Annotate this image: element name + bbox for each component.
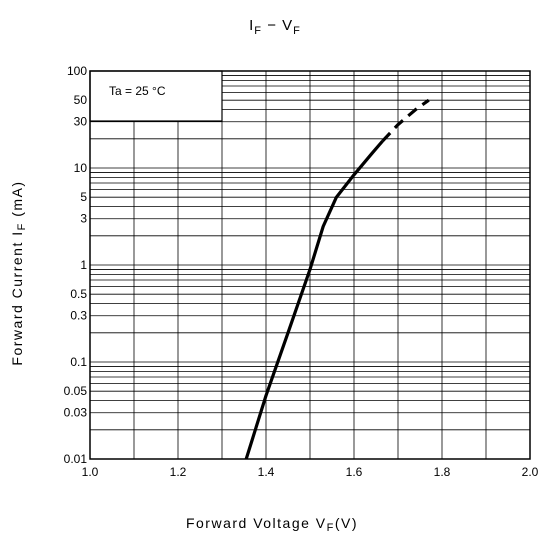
series-line-solid <box>244 139 384 460</box>
grid-lines <box>90 71 530 459</box>
y-axis-label: Forward Current IF (mA) <box>9 180 28 365</box>
x-axis-label: Forward Voltage VF(V) <box>186 515 358 534</box>
annotation-text: Ta = 25 °C <box>109 84 166 98</box>
y-tick-label: 10 <box>74 161 88 175</box>
data-series <box>244 98 430 460</box>
y-tick-label: 50 <box>74 93 88 107</box>
y-tick-label: 0.1 <box>70 355 87 369</box>
y-tick-label: 0.03 <box>64 406 88 420</box>
y-tick-label: 5 <box>80 190 87 204</box>
y-tick-label: 30 <box>74 115 88 129</box>
y-tick-label: 0.3 <box>70 309 87 323</box>
y-tick-label: 0.01 <box>64 452 88 466</box>
chart-title: IF − VF <box>249 17 301 37</box>
y-tick-label: 100 <box>67 64 87 78</box>
x-tick-label: 1.8 <box>434 465 451 479</box>
x-tick-label: 2.0 <box>522 465 539 479</box>
plot-frame <box>89 70 531 460</box>
x-tick-label: 1.0 <box>82 465 99 479</box>
x-tick-label: 1.6 <box>346 465 363 479</box>
x-tick-labels: 1.0 1.2 1.4 1.6 1.8 2.0 <box>82 465 539 479</box>
y-tick-label: 1 <box>80 258 87 272</box>
y-tick-label: 3 <box>80 212 87 226</box>
y-tick-labels: 0.01 0.03 0.05 0.1 0.3 0.5 1 3 5 10 30 50 100 <box>64 64 88 466</box>
annotation-box <box>89 70 223 122</box>
y-tick-label: 0.05 <box>64 384 88 398</box>
x-tick-label: 1.2 <box>170 465 187 479</box>
x-tick-label: 1.4 <box>258 465 275 479</box>
y-tick-label: 0.5 <box>70 287 87 301</box>
series-line-dashed <box>381 98 430 143</box>
